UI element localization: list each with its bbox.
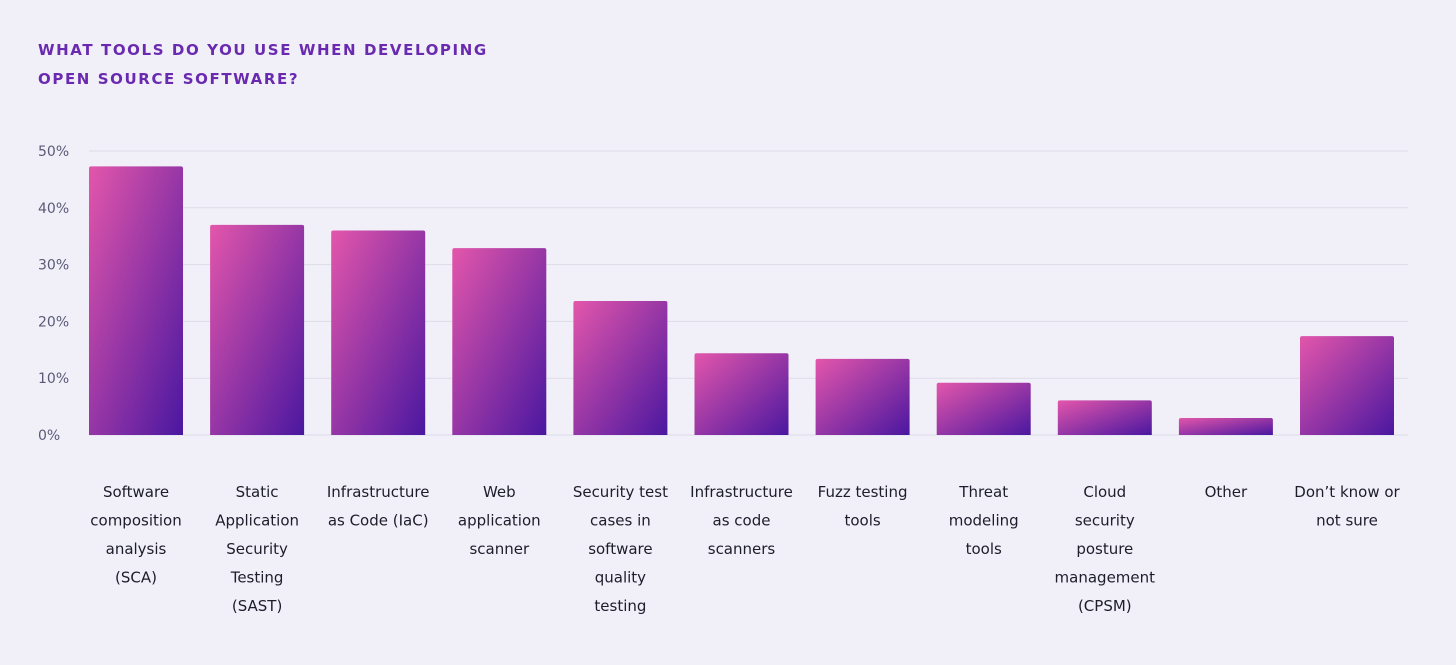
x-tick-label: Cloud security posture management (CPSM) — [1055, 483, 1156, 615]
y-axis-ticks: 0% 10% 20% 30% 40% 50% — [38, 144, 69, 444]
bar — [1300, 336, 1394, 435]
x-axis-labels: Software composition analysis (SCA) Static Ap… — [90, 483, 1400, 615]
y-tick-label: 40% — [38, 201, 69, 217]
x-tick-label: Threat modeling tools — [949, 483, 1019, 558]
bar — [815, 358, 910, 435]
chart-title-line-1: WHAT TOOLS DO YOU USE WHEN DEVELOPING — [38, 41, 488, 59]
bar — [89, 166, 183, 435]
bars — [89, 166, 1394, 435]
x-tick-label: Software composition analysis (SCA) — [90, 483, 181, 587]
chart-title: WHAT TOOLS DO YOU USE WHEN DEVELOPING OP… — [38, 36, 638, 94]
y-tick-label: 50% — [38, 144, 69, 160]
y-tick-label: 30% — [38, 258, 69, 274]
bar — [331, 230, 426, 435]
x-tick-label: Fuzz testing tools — [818, 483, 908, 530]
x-tick-label: Other — [1205, 483, 1248, 501]
x-tick-label: Security test cases in software quality test… — [573, 483, 668, 615]
x-tick-label: Don’t know or not sure — [1294, 483, 1400, 530]
x-tick-label: Static Application Security Testing (SAST) — [215, 483, 299, 615]
y-tick-label: 10% — [38, 371, 69, 387]
chart-title-line-2: OPEN SOURCE SOFTWARE? — [38, 70, 300, 88]
x-tick-label: Web application scanner — [458, 483, 541, 558]
bar — [1057, 400, 1152, 435]
y-tick-label: 20% — [38, 314, 69, 330]
bar — [694, 353, 789, 435]
x-tick-label: Infrastructure as Code (IaC) — [327, 483, 430, 530]
bar — [1178, 417, 1273, 435]
bar — [936, 382, 1031, 435]
x-tick-label: Infrastructure as code scanners — [690, 483, 793, 558]
bar — [210, 224, 305, 435]
bar — [452, 248, 547, 435]
y-tick-label: 0% — [38, 428, 60, 444]
bar — [573, 300, 668, 435]
